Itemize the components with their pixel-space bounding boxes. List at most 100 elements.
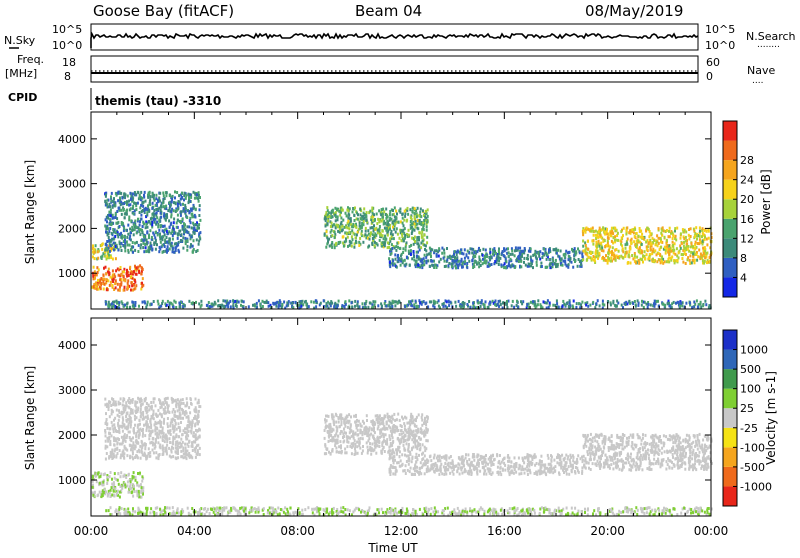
colorbar-swatch bbox=[723, 121, 737, 141]
echo-cell bbox=[638, 250, 640, 253]
echo-cell bbox=[109, 244, 111, 247]
echo-cell bbox=[120, 454, 122, 457]
nsky-right-tick-bottom: 10^0 bbox=[705, 39, 735, 52]
echo-cell bbox=[473, 251, 475, 254]
echo-cell bbox=[585, 252, 587, 255]
echo-cell bbox=[92, 477, 94, 480]
echo-cell bbox=[377, 244, 379, 247]
echo-cell bbox=[625, 247, 627, 250]
echo-cell bbox=[126, 420, 128, 423]
echo-cell bbox=[175, 301, 177, 304]
echo-cell bbox=[135, 445, 137, 448]
echo-cell bbox=[680, 302, 682, 305]
echo-cell bbox=[473, 263, 475, 266]
echo-cell bbox=[444, 265, 446, 268]
freq-left-tick-top: 18 bbox=[62, 56, 76, 69]
echo-cell bbox=[638, 235, 640, 238]
echo-cell bbox=[615, 248, 617, 251]
echo-cell bbox=[510, 258, 512, 261]
echo-cell bbox=[167, 417, 169, 420]
echo-cell bbox=[113, 200, 115, 203]
echo-cell bbox=[327, 209, 329, 212]
echo-cell bbox=[142, 486, 144, 489]
echo-cell bbox=[110, 276, 112, 279]
echo-cell bbox=[572, 306, 574, 309]
echo-cell bbox=[681, 304, 683, 307]
echo-cell bbox=[609, 246, 611, 249]
echo-cell bbox=[579, 260, 581, 263]
echo-cell bbox=[392, 259, 394, 262]
echo-cell bbox=[455, 266, 457, 269]
echo-cell bbox=[176, 401, 178, 404]
echo-cell bbox=[643, 306, 645, 309]
echo-cell bbox=[123, 268, 125, 271]
echo-cell bbox=[281, 306, 283, 309]
echo-cell bbox=[153, 194, 155, 197]
echo-cell bbox=[169, 248, 171, 251]
echo-cell bbox=[394, 246, 396, 249]
echo-cell bbox=[335, 242, 337, 245]
echo-cell bbox=[99, 491, 101, 494]
echo-cell bbox=[411, 210, 413, 213]
echo-cell bbox=[146, 402, 148, 405]
echo-cell bbox=[588, 256, 590, 259]
echo-cell bbox=[419, 219, 421, 222]
echo-cell bbox=[142, 277, 144, 280]
echo-cell bbox=[438, 247, 440, 250]
echo-cell bbox=[195, 223, 197, 226]
echo-cell bbox=[138, 436, 140, 439]
echo-cell bbox=[150, 217, 152, 220]
echo-cell bbox=[369, 301, 371, 304]
echo-cell bbox=[125, 415, 127, 418]
echo-cell bbox=[162, 435, 164, 438]
nsky-left-tick-top: 10^5 bbox=[52, 23, 82, 36]
echo-cell bbox=[542, 252, 544, 255]
echo-cell bbox=[389, 265, 391, 268]
echo-cell bbox=[694, 235, 696, 238]
echo-cell bbox=[520, 300, 522, 303]
echo-cell bbox=[153, 243, 155, 246]
echo-cell bbox=[264, 301, 266, 304]
echo-cell bbox=[498, 263, 500, 266]
echo-cell bbox=[582, 240, 584, 243]
echo-cell bbox=[580, 303, 582, 306]
echo-cell bbox=[134, 410, 136, 413]
echo-cell bbox=[670, 250, 672, 253]
echo-cell bbox=[238, 301, 240, 304]
echo-cell bbox=[382, 423, 384, 426]
echo-cell bbox=[104, 283, 106, 286]
echo-cell bbox=[528, 263, 530, 266]
echo-cell bbox=[685, 262, 687, 265]
echo-cell bbox=[660, 237, 662, 240]
echo-cell bbox=[109, 492, 111, 495]
echo-cell bbox=[169, 441, 171, 444]
echo-cell bbox=[109, 284, 111, 287]
echo-cell bbox=[197, 197, 199, 200]
echo-cell bbox=[576, 302, 578, 305]
echo-cell bbox=[397, 233, 399, 236]
echo-cell bbox=[417, 264, 419, 267]
echo-cell bbox=[355, 241, 357, 244]
echo-cell bbox=[166, 191, 168, 194]
echo-cell bbox=[98, 268, 100, 271]
echo-cell bbox=[489, 248, 491, 251]
echo-cell bbox=[137, 191, 139, 194]
echo-cell bbox=[379, 233, 381, 236]
echo-cell bbox=[126, 269, 128, 272]
echo-cell bbox=[111, 486, 113, 489]
echo-cell bbox=[172, 247, 174, 250]
echo-cell bbox=[146, 231, 148, 234]
echo-cell bbox=[413, 243, 415, 246]
echo-cell bbox=[115, 456, 117, 459]
echo-cell bbox=[139, 432, 141, 435]
echo-cell bbox=[132, 477, 134, 480]
echo-cell bbox=[397, 413, 399, 416]
echo-cell bbox=[330, 225, 332, 228]
echo-cell bbox=[174, 410, 176, 413]
echo-cell bbox=[127, 282, 129, 285]
echo-cell bbox=[124, 236, 126, 239]
echo-cell bbox=[153, 410, 155, 413]
echo-cell bbox=[672, 231, 674, 234]
echo-cell bbox=[177, 237, 179, 240]
echo-cell bbox=[538, 255, 540, 258]
